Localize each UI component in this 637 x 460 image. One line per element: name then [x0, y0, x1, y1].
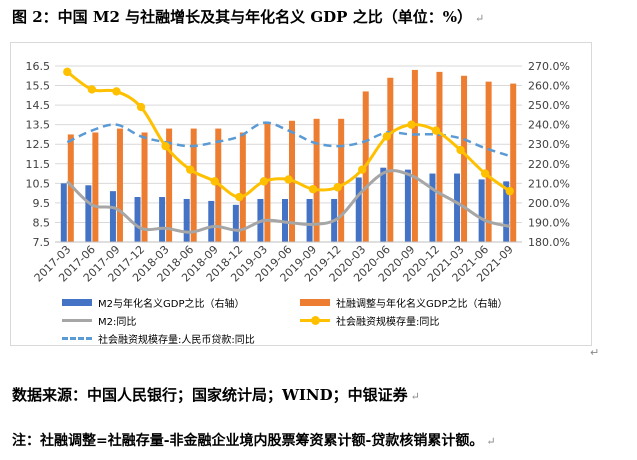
- y-right-tick-label: 260.0%: [528, 80, 570, 93]
- bar-m2-gdp-ratio: [306, 198, 313, 242]
- bar-tsf-gdp-ratio: [166, 128, 173, 242]
- y-right-tick-label: 250.0%: [528, 99, 570, 112]
- paragraph-mark-icon: ↵: [474, 12, 485, 25]
- legend-swatch-tsf-ratio: [300, 299, 330, 306]
- point-tsf-yoy: [284, 175, 293, 184]
- line-m2-yoy: [66, 169, 511, 234]
- y-left-tick-label: 7.5: [33, 236, 51, 249]
- bar-m2-gdp-ratio: [454, 173, 461, 242]
- point-tsf-yoy: [185, 165, 195, 174]
- bar-m2-gdp-ratio: [60, 183, 67, 242]
- point-tsf-yoy: [161, 141, 170, 151]
- bar-m2-gdp-ratio: [109, 191, 116, 242]
- bar-m2-gdp-ratio: [232, 204, 239, 242]
- bar-m2-gdp-ratio: [380, 167, 387, 242]
- point-tsf-yoy: [63, 67, 72, 77]
- bar-tsf-gdp-ratio: [510, 83, 517, 242]
- y-left-tick-label: 8.5: [33, 216, 51, 229]
- point-tsf-yoy: [235, 192, 244, 202]
- y-right-tick-label: 180.0%: [528, 236, 570, 249]
- y-right-tick-label: 230.0%: [528, 138, 570, 151]
- legend-item-loan-yoy: 社会融资规模存量:人民币贷款:同比: [62, 331, 255, 346]
- bar-m2-gdp-ratio: [183, 198, 190, 242]
- bar-m2-gdp-ratio: [282, 198, 288, 242]
- bar-tsf-gdp-ratio: [387, 77, 394, 242]
- bar-tsf-gdp-ratio: [313, 118, 320, 242]
- point-tsf-yoy: [456, 145, 465, 155]
- data-source: 数据来源：中国人民银行；国家统计局；WIND；中银证券 ↵: [12, 386, 420, 404]
- legend-item-m2-ratio: M2与年化名义GDP之比（右轴）: [62, 295, 244, 310]
- point-tsf-yoy: [431, 126, 441, 135]
- bar-m2-gdp-ratio: [355, 177, 362, 242]
- bar-tsf-gdp-ratio: [190, 128, 197, 242]
- point-tsf-yoy: [382, 132, 392, 141]
- bar-m2-gdp-ratio: [478, 179, 485, 242]
- y-right-tick-label: 220.0%: [528, 158, 570, 171]
- point-tsf-yoy: [308, 185, 318, 194]
- bar-tsf-gdp-ratio: [411, 69, 418, 243]
- bar-tsf-gdp-ratio: [116, 128, 123, 242]
- bar-m2-gdp-ratio: [429, 173, 436, 242]
- bar-tsf-gdp-ratio: [141, 132, 148, 242]
- bar-m2-gdp-ratio: [134, 197, 141, 242]
- legend-swatch-loan-yoy: [62, 337, 92, 340]
- point-tsf-yoy: [407, 120, 416, 129]
- point-tsf-yoy: [210, 177, 219, 186]
- point-tsf-yoy: [136, 102, 146, 112]
- point-tsf-yoy: [112, 87, 121, 96]
- chart-frame: [10, 42, 592, 346]
- paragraph-mark-icon: ↵: [590, 346, 600, 359]
- legend-item-m2-yoy: M2:同比: [62, 313, 136, 328]
- bar-tsf-gdp-ratio: [461, 75, 468, 243]
- legend-swatch-m2-yoy: [62, 319, 92, 322]
- y-left-tick-label: 14.5: [26, 99, 51, 112]
- legend-swatch-m2-ratio: [62, 299, 92, 306]
- y-right-tick-label: 200.0%: [528, 197, 570, 210]
- bar-tsf-gdp-ratio: [436, 71, 443, 242]
- y-left-tick-label: 11.5: [26, 158, 51, 171]
- bar-tsf-gdp-ratio: [239, 132, 246, 242]
- point-tsf-yoy: [333, 183, 342, 192]
- y-left-tick-label: 12.5: [26, 138, 51, 151]
- bar-m2-gdp-ratio: [208, 200, 215, 242]
- legend-swatch-tsf-yoy: [300, 316, 330, 325]
- footnote: 注：社融调整=社融存量-非金融企业境内股票筹资累计额-贷款核销累计额。 ↵: [12, 433, 496, 449]
- figure-title: 图 2：中国 M2 与社融增长及其与年化名义 GDP 之比（单位：%） ↵: [12, 8, 485, 26]
- point-tsf-yoy: [358, 165, 367, 174]
- y-right-tick-label: 210.0%: [528, 177, 570, 190]
- line-loan-yoy: [66, 121, 511, 158]
- bar-m2-gdp-ratio: [85, 185, 92, 242]
- legend-item-tsf-yoy: 社会融资规模存量:同比: [300, 313, 439, 328]
- paragraph-mark-icon: ↵: [486, 435, 496, 448]
- y-left-tick-label: 16.5: [26, 60, 51, 73]
- bar-tsf-gdp-ratio: [338, 118, 345, 242]
- paragraph-mark-icon: ↵: [410, 390, 420, 403]
- y-left-tick-label: 9.5: [33, 197, 51, 210]
- y-left-tick-label: 13.5: [26, 119, 51, 132]
- y-right-tick-label: 240.0%: [528, 119, 570, 132]
- bar-tsf-gdp-ratio: [67, 134, 74, 242]
- bar-tsf-gdp-ratio: [485, 81, 492, 243]
- bar-tsf-gdp-ratio: [92, 132, 99, 242]
- bar-m2-gdp-ratio: [503, 181, 510, 242]
- point-tsf-yoy: [259, 177, 269, 186]
- y-right-tick-label: 190.0%: [528, 216, 570, 229]
- point-tsf-yoy: [505, 186, 514, 196]
- y-right-tick-label: 270.0%: [528, 60, 570, 73]
- bar-m2-gdp-ratio: [159, 197, 166, 242]
- y-left-tick-label: 15.5: [26, 80, 51, 93]
- y-left-tick-label: 10.5: [26, 177, 51, 190]
- bar-m2-gdp-ratio: [404, 169, 411, 242]
- legend-item-tsf-ratio: 社融调整与年化名义GDP之比（右轴）: [300, 295, 507, 310]
- point-tsf-yoy: [480, 169, 490, 178]
- point-tsf-yoy: [87, 85, 97, 94]
